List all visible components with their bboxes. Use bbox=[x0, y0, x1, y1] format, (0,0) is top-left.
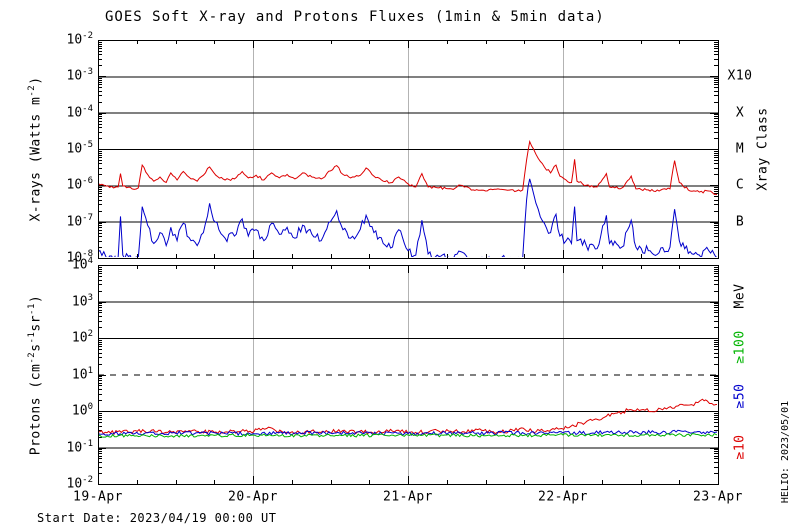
xray-long-0.1-0.8nm-trace bbox=[99, 139, 717, 196]
xray-class-label: C bbox=[735, 177, 745, 193]
proton-energy-label: ≥100 bbox=[732, 330, 748, 364]
xray-class-label: X10 bbox=[727, 68, 753, 84]
y-tick-label: 10-7 bbox=[66, 212, 94, 230]
proton-energy-label: ≥50 bbox=[732, 383, 748, 409]
xray-class-axis-title: Xray Class bbox=[755, 107, 771, 191]
x-date-label: 20-Apr bbox=[228, 489, 278, 505]
helio-watermark: HELIO: 2023/05/01 bbox=[780, 400, 791, 504]
proton-energy-label: ≥10 bbox=[732, 434, 748, 460]
xray-short-0.05-0.4nm-trace bbox=[99, 178, 717, 257]
protons-y-axis-title: Protons (cm-2s-1sr-1) bbox=[27, 294, 44, 455]
y-tick-label: 10-6 bbox=[66, 176, 94, 193]
y-tick-label: 10-8 bbox=[66, 249, 94, 266]
protons-ge100MeV-trace bbox=[99, 432, 717, 438]
x-date-label: 22-Apr bbox=[538, 489, 588, 505]
y-tick-label: 10-1 bbox=[66, 438, 94, 455]
y-tick-label: 104 bbox=[71, 256, 93, 273]
y-tick-label: 100 bbox=[71, 402, 93, 419]
y-tick-label: 10-2 bbox=[66, 475, 94, 492]
y-tick-label: 10-3 bbox=[66, 67, 94, 84]
xray-y-axis-title: X-rays (Watts m-2) bbox=[27, 76, 44, 222]
y-tick-label: 101 bbox=[71, 365, 93, 382]
xray-class-label: M bbox=[735, 141, 745, 157]
x-date-label: 23-Apr bbox=[693, 489, 743, 505]
y-tick-label: 10-2 bbox=[66, 31, 94, 48]
proton-energy-label: MeV bbox=[732, 283, 748, 309]
x-date-label: 19-Apr bbox=[73, 489, 123, 505]
xray-class-label: B bbox=[735, 214, 745, 230]
y-tick-label: 10-4 bbox=[66, 103, 94, 121]
protons-ge50MeV-trace bbox=[99, 429, 717, 437]
chart-title: GOES Soft X-ray and Protons Fluxes (1min… bbox=[105, 9, 605, 25]
xray-class-label: X bbox=[735, 105, 745, 121]
x-date-label: 21-Apr bbox=[383, 489, 433, 505]
start-date-label: Start Date: 2023/04/19 00:00 UT bbox=[37, 511, 277, 525]
xray-panel-box bbox=[98, 40, 719, 259]
y-tick-label: 102 bbox=[71, 329, 93, 346]
y-tick-label: 103 bbox=[71, 292, 93, 309]
y-tick-label: 10-5 bbox=[66, 140, 94, 157]
protons-panel-box bbox=[98, 265, 719, 485]
